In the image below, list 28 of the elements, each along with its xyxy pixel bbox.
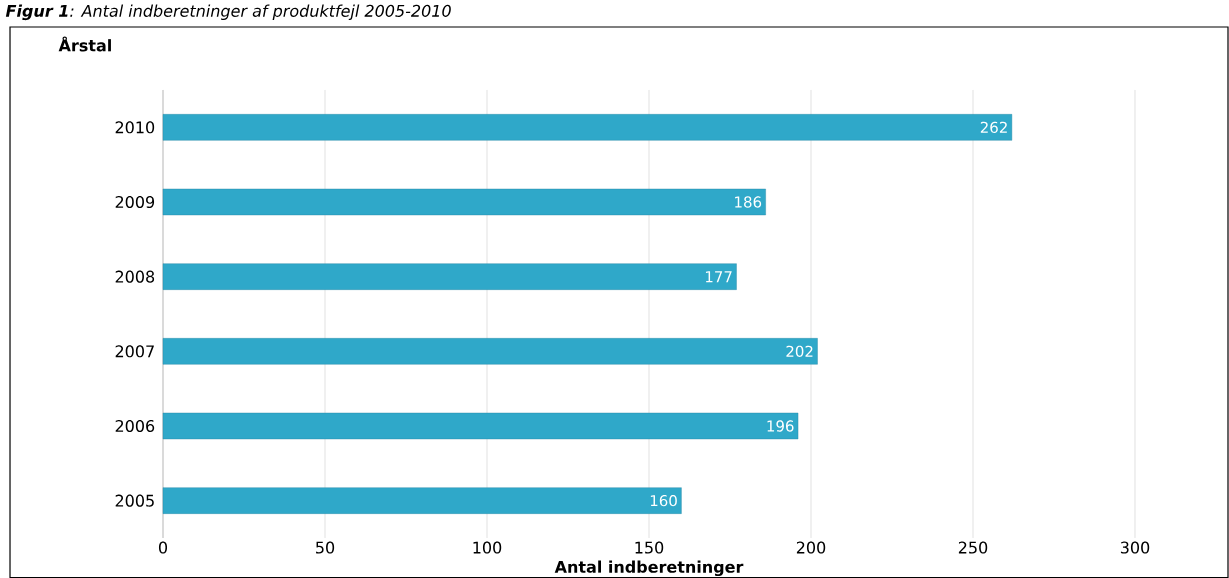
bar [162, 412, 799, 440]
data-label: 202 [786, 345, 813, 357]
y-tick-label: 2009 [115, 195, 155, 209]
bar [162, 338, 818, 365]
bar [162, 263, 737, 290]
x-tick-label: 300 [1120, 541, 1150, 554]
data-label: 160 [650, 494, 677, 507]
x-tick-label: 50 [316, 541, 335, 554]
bar [162, 114, 1013, 141]
y-tick-label: 2008 [115, 270, 155, 283]
x-axis-title: Antal indberetninger [554, 560, 744, 577]
x-tick-label: 100 [473, 541, 502, 554]
bar [162, 487, 682, 514]
y-tick-label: 2010 [115, 121, 155, 134]
x-tick-label: 200 [796, 541, 826, 554]
x-tick-label: 0 [158, 541, 168, 554]
y-axis-title: Årstal [58, 36, 111, 52]
data-label: 186 [735, 196, 762, 208]
x-tick-label: 150 [635, 541, 664, 554]
x-tick-label: 250 [958, 541, 988, 554]
chart-title: Figur 1: Antal indberetninger af produktfejl 2005-2010 [5, 4, 451, 21]
data-label: 177 [705, 271, 732, 283]
y-tick-label: 2007 [115, 345, 154, 358]
y-tick-label: 2005 [115, 494, 154, 507]
data-label: 262 [980, 121, 1007, 134]
y-tick-label: 2006 [115, 419, 155, 433]
data-label: 196 [767, 420, 794, 432]
bar [162, 188, 766, 216]
